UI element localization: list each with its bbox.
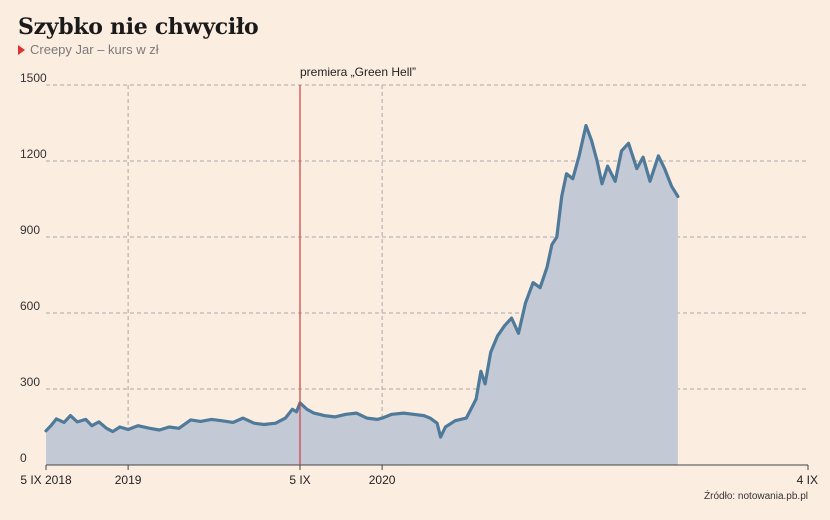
chart-subtitle: Creepy Jar – kurs w zł [18,42,159,57]
triangle-marker-icon [18,44,25,55]
price-area [46,125,678,465]
y-tick-label: 1200 [20,147,47,161]
x-tick-label: 2020 [369,473,396,487]
chart-title: Szybko nie chwyciło [18,14,259,40]
subtitle-text: Creepy Jar – kurs w zł [30,42,159,57]
y-tick-label: 900 [20,223,40,237]
y-tick-label: 1500 [20,71,47,85]
release-marker-label: premiera „Green Hell” [300,65,416,79]
x-tick-label: 4 IX [797,473,818,487]
price-line [44,123,680,439]
y-tick-label: 600 [20,299,40,313]
source-note: Źródło: notowania.pb.pl [704,491,808,502]
x-tick-label: 2019 [115,473,142,487]
y-tick-label: 300 [20,375,40,389]
x-tick-label: 5 IX 2018 [20,473,72,487]
x-tick-label: 5 IX [289,473,310,487]
y-tick-label: 0 [20,451,27,465]
